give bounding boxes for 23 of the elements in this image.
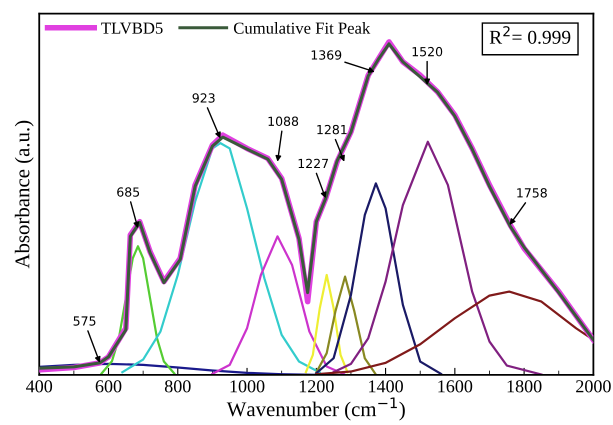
annotation: 923 (192, 93, 215, 103)
x-tick-label: 600 (96, 380, 122, 392)
legend-label: Cumulative Fit Peak (234, 22, 370, 34)
x-tick-label: 2000 (576, 380, 611, 392)
x-tick-label: 1800 (508, 380, 542, 392)
annotation: 1758 (517, 188, 547, 198)
annotation: 1227 (298, 158, 328, 168)
x-tick-label: 800 (164, 380, 191, 392)
annotation: 575 (74, 316, 96, 326)
annotation: 1369 (312, 50, 342, 60)
x-tick-label: 1000 (230, 380, 264, 392)
annotation: R$^{2}$= 0.999 (490, 26, 570, 44)
x-tick-label: 1200 (300, 380, 334, 392)
x-tick-label: 1400 (369, 380, 403, 392)
x-axis-title: Wavenumber (cm$^{−1}$) (226, 397, 405, 421)
annotation: 1281 (317, 124, 347, 134)
annotation: 1520 (412, 46, 442, 56)
annotation: 1088 (268, 116, 298, 126)
x-tick-label: 400 (26, 380, 52, 392)
legend-label: TLVBD5 (101, 22, 163, 34)
annotation: 685 (117, 187, 140, 197)
y-axis-title: Absorbance (a.u.) (14, 120, 34, 268)
x-tick-label: 1600 (438, 380, 472, 392)
